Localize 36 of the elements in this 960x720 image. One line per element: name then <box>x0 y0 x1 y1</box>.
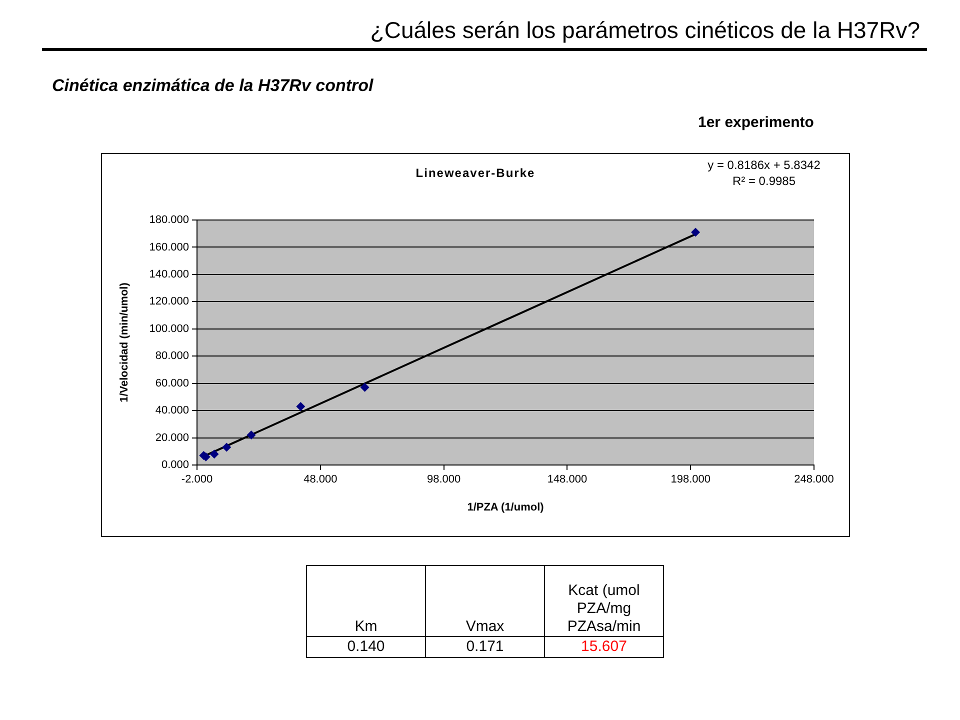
x-tick-label: 98.000 <box>426 474 461 486</box>
y-tick-label: 20.000 <box>155 432 189 444</box>
x-tick-label: 248.000 <box>794 474 834 486</box>
text: Km <box>306 566 426 636</box>
y-tick-label: 60.000 <box>155 377 189 390</box>
text: 15.607 <box>544 636 664 658</box>
y-tick-label: 120.000 <box>149 296 189 308</box>
point <box>222 442 232 452</box>
y-tick-label: 140.000 <box>149 268 189 280</box>
x-tick-label: 48.000 <box>304 474 338 486</box>
point <box>296 402 306 411</box>
text: 0.171 <box>426 636 544 658</box>
y-tick-label: 40.000 <box>155 404 189 417</box>
point <box>246 430 256 440</box>
y-axis-title: 1/Velocidad (min/umol) <box>118 282 131 402</box>
point <box>210 450 219 459</box>
y-tick-label: 80.000 <box>155 350 189 362</box>
text: Vmax <box>426 566 544 636</box>
y-tick-label: 0.000 <box>161 459 189 472</box>
chart-title: Lineweaver-Burke <box>416 166 536 180</box>
text: 1er experimento <box>698 114 814 132</box>
x-tick-label: -2.000 <box>181 474 213 486</box>
text: 0.140 <box>306 636 426 658</box>
y-tick-label: 180.000 <box>149 214 189 226</box>
point <box>691 228 700 237</box>
y-tick-label: 160.000 <box>149 241 189 254</box>
y-tick-label: 100.000 <box>149 322 189 335</box>
text: ¿Cuáles serán los parámetros cinéticos de la H37Rv? <box>370 17 920 44</box>
x-tick-label: 198.000 <box>670 474 710 486</box>
point <box>360 382 370 392</box>
text: Kcat (umol PZA/mg PZAsa/min <box>544 566 664 636</box>
x-axis-title: 1/PZA (1/umol) <box>467 501 544 514</box>
text: R² = 0.9985 <box>731 174 797 189</box>
text: y = 0.8186x + 5.8342 <box>706 158 822 173</box>
x-tick-label: 148.000 <box>547 474 588 486</box>
text: Cinética enzimática de la H37Rv control <box>52 76 374 96</box>
